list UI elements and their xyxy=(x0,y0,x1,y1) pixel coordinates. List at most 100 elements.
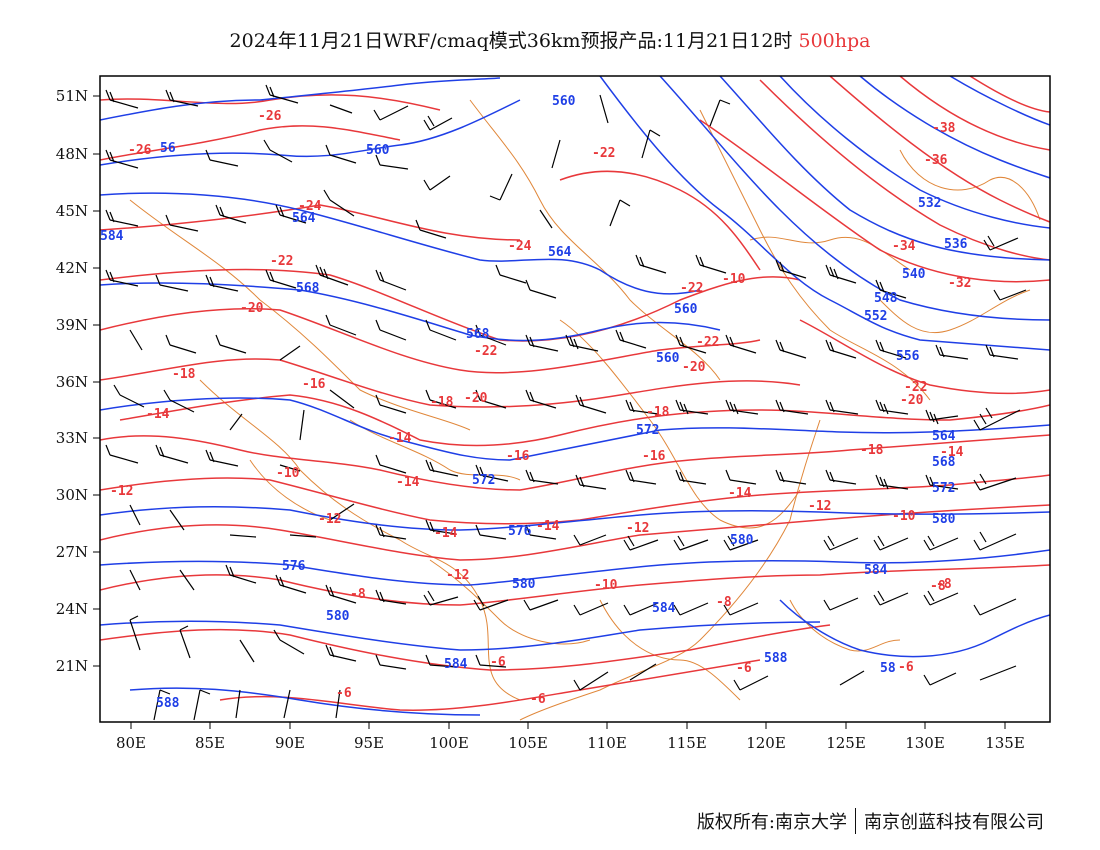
svg-text:-12: -12 xyxy=(808,499,831,514)
title-text: 2024年11月21日WRF/cmaq模式36km预报产品:11月21日12时 xyxy=(229,30,793,52)
lat-label: 21N xyxy=(56,657,88,675)
svg-text:560: 560 xyxy=(674,302,698,317)
svg-text:-6: -6 xyxy=(336,686,352,701)
wind-barbs xyxy=(105,84,1027,721)
svg-text:-18: -18 xyxy=(860,443,884,458)
svg-text:568: 568 xyxy=(296,281,320,296)
svg-text:580: 580 xyxy=(326,609,350,624)
svg-text:568: 568 xyxy=(466,327,490,342)
company-name: 南京创蓝科技有限公司 xyxy=(864,812,1044,833)
svg-text:-22: -22 xyxy=(270,254,293,269)
svg-text:-6: -6 xyxy=(530,692,546,707)
svg-text:-32: -32 xyxy=(948,276,971,291)
svg-text:-12: -12 xyxy=(318,512,341,527)
svg-text:-12: -12 xyxy=(110,484,133,499)
lat-label: 42N xyxy=(56,259,88,277)
footer-divider xyxy=(855,808,856,834)
svg-text:536: 536 xyxy=(944,237,968,252)
svg-text:-18: -18 xyxy=(172,367,196,382)
svg-text:-14: -14 xyxy=(434,526,458,541)
lon-label: 130E xyxy=(905,734,945,752)
temperature-labels: -26 -26 -24 -24 -22 -22 -22 -22 -22 -20 … xyxy=(110,109,971,707)
copyright-footer: 版权所有:南京大学 南京创蓝科技有限公司 xyxy=(697,808,1044,834)
svg-text:-22: -22 xyxy=(680,281,703,296)
svg-text:-10: -10 xyxy=(594,578,618,593)
lat-label: 24N xyxy=(56,600,88,618)
svg-text:-24: -24 xyxy=(298,199,322,214)
svg-text:-10: -10 xyxy=(276,466,300,481)
svg-text:584: 584 xyxy=(864,563,888,578)
svg-text:572: 572 xyxy=(636,423,659,438)
lat-label: 36N xyxy=(56,373,88,391)
svg-text:58: 58 xyxy=(880,661,896,676)
svg-text:-10: -10 xyxy=(722,272,746,287)
svg-text:56: 56 xyxy=(160,141,176,156)
svg-text:-24: -24 xyxy=(508,239,532,254)
svg-text:-12: -12 xyxy=(626,521,649,536)
svg-text:-20: -20 xyxy=(464,391,488,406)
lat-label: 30N xyxy=(56,486,88,504)
svg-text:560: 560 xyxy=(656,351,680,366)
svg-text:-18: -18 xyxy=(646,405,670,420)
lat-label: 33N xyxy=(56,429,88,447)
height-contours xyxy=(100,76,1050,716)
plot-frame xyxy=(99,75,1051,723)
svg-text:-38: -38 xyxy=(932,121,956,136)
svg-text:-20: -20 xyxy=(240,301,264,316)
svg-text:-14: -14 xyxy=(396,475,420,490)
svg-text:-14: -14 xyxy=(940,445,964,460)
svg-text:-8: -8 xyxy=(716,595,732,610)
svg-text:-26: -26 xyxy=(258,109,282,124)
svg-text:-6: -6 xyxy=(490,655,506,670)
svg-text:-14: -14 xyxy=(536,519,560,534)
svg-text:-36: -36 xyxy=(924,153,948,168)
svg-text:548: 548 xyxy=(874,291,898,306)
svg-text:-22: -22 xyxy=(696,335,719,350)
svg-text:-16: -16 xyxy=(506,449,530,464)
svg-text:564: 564 xyxy=(932,429,956,444)
boundary-lines xyxy=(129,99,1041,721)
longitude-axis xyxy=(130,722,1006,729)
svg-text:552: 552 xyxy=(864,309,887,324)
svg-text:-12: -12 xyxy=(446,568,469,583)
svg-text:576: 576 xyxy=(282,559,306,574)
lon-label: 105E xyxy=(508,734,548,752)
svg-text:-26: -26 xyxy=(128,143,152,158)
svg-text:-22: -22 xyxy=(474,344,497,359)
svg-text:572: 572 xyxy=(472,473,495,488)
lon-label: 120E xyxy=(746,734,786,752)
svg-text:-22: -22 xyxy=(904,380,927,395)
svg-text:-8: -8 xyxy=(936,577,952,592)
lon-label: 100E xyxy=(429,734,469,752)
svg-text:584: 584 xyxy=(652,601,676,616)
svg-text:-16: -16 xyxy=(642,449,666,464)
svg-text:588: 588 xyxy=(764,651,788,666)
lon-label: 125E xyxy=(826,734,866,752)
svg-text:-8: -8 xyxy=(350,587,366,602)
lat-label: 48N xyxy=(56,145,88,163)
svg-text:580: 580 xyxy=(932,512,956,527)
svg-text:556: 556 xyxy=(896,349,920,364)
svg-text:560: 560 xyxy=(366,143,390,158)
lon-label: 110E xyxy=(587,734,627,752)
svg-text:-6: -6 xyxy=(898,660,914,675)
lon-label: 135E xyxy=(985,734,1025,752)
svg-text:564: 564 xyxy=(548,245,572,260)
svg-text:-16: -16 xyxy=(302,377,326,392)
svg-text:568: 568 xyxy=(932,455,956,470)
svg-text:-22: -22 xyxy=(592,146,615,161)
svg-text:-14: -14 xyxy=(388,431,412,446)
svg-text:-10: -10 xyxy=(892,509,916,524)
svg-text:540: 540 xyxy=(902,267,926,282)
svg-text:-20: -20 xyxy=(682,360,706,375)
svg-text:-8: -8 xyxy=(930,579,946,594)
lat-label: 39N xyxy=(56,316,88,334)
svg-text:560: 560 xyxy=(552,94,576,109)
latitude-axis xyxy=(93,95,100,667)
lon-label: 85E xyxy=(195,734,225,752)
map-title: 2024年11月21日WRF/cmaq模式36km预报产品:11月21日12时 … xyxy=(0,26,1100,53)
lon-label: 115E xyxy=(667,734,707,752)
height-labels: 560 560 56 564 564 568 568 560 572 572 5… xyxy=(100,94,968,711)
pressure-level-label: 500hpa xyxy=(798,30,871,52)
